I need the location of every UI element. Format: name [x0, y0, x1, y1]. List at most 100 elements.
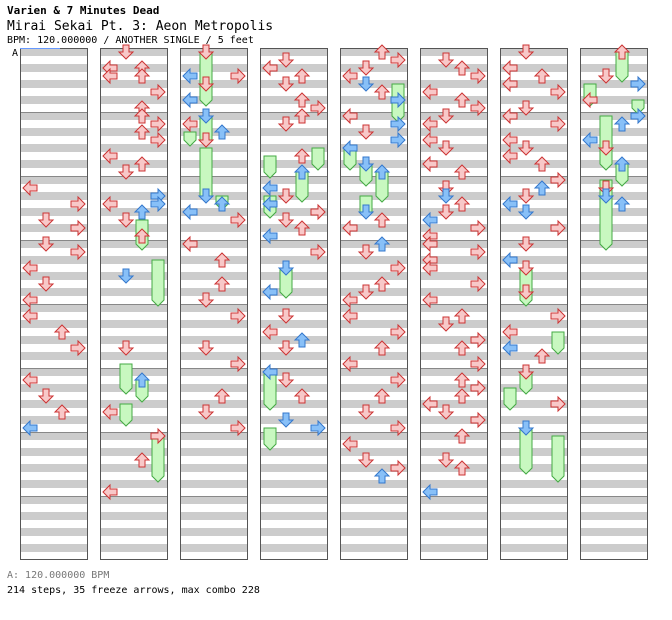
stripe [100, 336, 168, 344]
stripe [340, 384, 408, 392]
down-arrow [357, 204, 375, 220]
left-arrow [182, 91, 198, 109]
stripe [500, 512, 568, 520]
right-arrow [390, 115, 406, 133]
stripe [180, 272, 248, 280]
stripe [580, 400, 648, 408]
stripe [260, 480, 328, 488]
left-arrow [502, 323, 518, 341]
stripe [180, 368, 248, 376]
stripe [20, 432, 88, 440]
stripe [420, 496, 488, 504]
stripe [420, 432, 488, 440]
right-arrow [630, 107, 646, 125]
up-arrow [53, 404, 71, 420]
down-arrow [277, 308, 295, 324]
stripe [420, 336, 488, 344]
stripe [340, 96, 408, 104]
right-arrow [70, 339, 86, 357]
stripe [20, 352, 88, 360]
stripe [340, 64, 408, 72]
stripe [100, 80, 168, 88]
freeze-arrow [503, 387, 517, 411]
stripe [420, 192, 488, 200]
stripe [20, 288, 88, 296]
stripe [180, 352, 248, 360]
stripe [180, 160, 248, 168]
right-arrow [630, 75, 646, 93]
down-arrow [197, 340, 215, 356]
left-arrow [22, 371, 38, 389]
up-arrow [453, 428, 471, 444]
stripe [500, 128, 568, 136]
stripe [420, 528, 488, 536]
freeze-arrow [119, 363, 133, 395]
left-arrow [342, 67, 358, 85]
down-arrow [277, 372, 295, 388]
up-arrow [533, 348, 551, 364]
stripe [500, 224, 568, 232]
down-arrow [517, 204, 535, 220]
stripe [420, 64, 488, 72]
stripe [100, 240, 168, 248]
up-arrow [373, 212, 391, 228]
up-arrow [453, 372, 471, 388]
stripe [420, 320, 488, 328]
stripe [180, 496, 248, 504]
stripe [500, 112, 568, 120]
right-arrow [550, 395, 566, 413]
left-arrow [502, 147, 518, 165]
left-arrow [422, 211, 438, 229]
up-arrow [453, 388, 471, 404]
freeze-arrow [263, 427, 277, 451]
up-arrow [453, 340, 471, 356]
stripe [260, 448, 328, 456]
stripe [340, 256, 408, 264]
stripe [340, 144, 408, 152]
up-arrow [373, 164, 391, 180]
down-arrow [197, 44, 215, 60]
up-arrow [133, 156, 151, 172]
stripe [500, 368, 568, 376]
stripe [420, 352, 488, 360]
stripe [20, 544, 88, 552]
right-arrow [150, 131, 166, 149]
left-arrow [422, 83, 438, 101]
stripe [580, 480, 648, 488]
stripe [180, 96, 248, 104]
left-arrow [262, 283, 278, 301]
stripe [500, 304, 568, 312]
down-arrow [437, 404, 455, 420]
left-arrow [342, 219, 358, 237]
stripe [420, 304, 488, 312]
stripe [340, 240, 408, 248]
stripe [100, 192, 168, 200]
down-arrow [437, 452, 455, 468]
left-arrow [502, 107, 518, 125]
stripe [420, 160, 488, 168]
stripe [180, 480, 248, 488]
down-arrow [357, 404, 375, 420]
down-arrow [517, 188, 535, 204]
stripe [580, 416, 648, 424]
column-border [580, 48, 648, 560]
stripe [260, 128, 328, 136]
stripe [340, 336, 408, 344]
down-arrow [197, 404, 215, 420]
stripe [180, 80, 248, 88]
stripe [100, 544, 168, 552]
stripe [500, 496, 568, 504]
stripe [20, 224, 88, 232]
left-arrow [262, 179, 278, 197]
stripe [420, 544, 488, 552]
down-arrow [437, 140, 455, 156]
down-arrow [517, 100, 535, 116]
stripe [20, 464, 88, 472]
stripe [100, 432, 168, 440]
stripe [20, 336, 88, 344]
right-arrow [470, 411, 486, 429]
stripe [580, 336, 648, 344]
right-arrow [70, 219, 86, 237]
stripe [180, 384, 248, 392]
right-arrow [70, 195, 86, 213]
